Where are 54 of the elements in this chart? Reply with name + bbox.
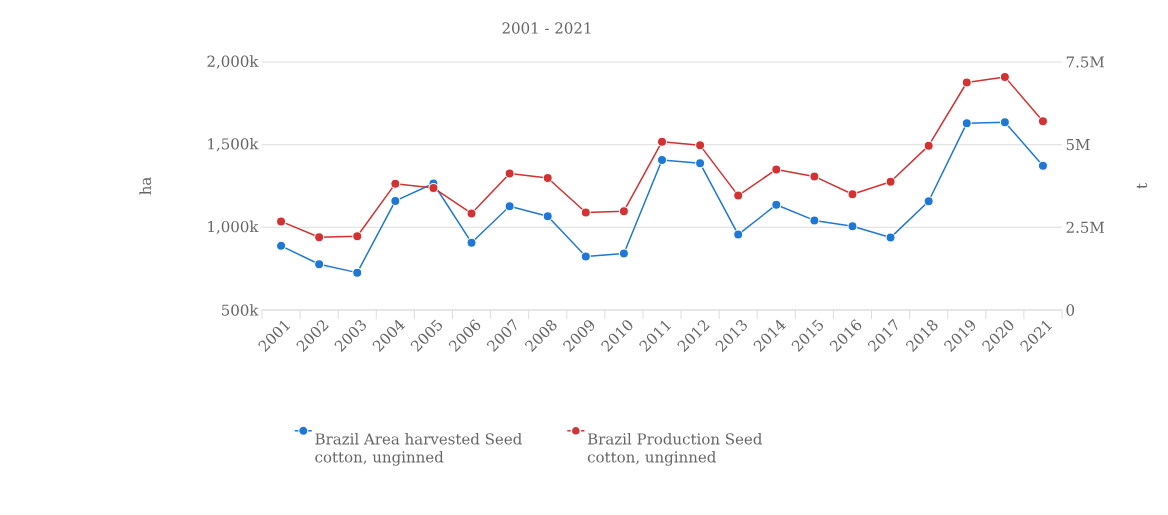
point (847, 221, 858, 232)
point (542, 211, 553, 222)
legend-label: Brazil Area harvested Seed cotton, unginned (315, 432, 522, 466)
point (504, 168, 515, 179)
point (352, 267, 363, 278)
point (466, 237, 477, 248)
point (999, 71, 1010, 82)
point (961, 118, 972, 129)
point (618, 206, 629, 217)
point (352, 231, 363, 242)
point (428, 182, 439, 193)
point (885, 232, 896, 243)
point (276, 240, 287, 251)
point (314, 232, 325, 243)
point (276, 216, 287, 227)
y-tick-label: 2,000k (207, 55, 259, 69)
y-axis-title: ha (139, 177, 152, 195)
chart-subtitle: 2001 - 2021 (502, 22, 591, 34)
point (390, 178, 401, 189)
point (390, 195, 401, 206)
point (999, 117, 1010, 128)
y2-tick-label: 5M (1066, 139, 1090, 151)
point (542, 173, 553, 184)
legend-label: Brazil Production Seed cotton, unginned (587, 432, 762, 466)
y-tick-label: 1,500k (208, 137, 259, 152)
point (809, 215, 820, 226)
y2-tick-label: 7.5M (1066, 56, 1104, 68)
point (923, 196, 934, 207)
point (847, 189, 858, 200)
point (695, 140, 706, 151)
point (618, 248, 629, 259)
point (695, 158, 706, 169)
point (923, 140, 934, 151)
point (771, 164, 782, 175)
point (733, 229, 744, 240)
point (771, 199, 782, 210)
y2-tick-label: 2.5M (1066, 221, 1104, 234)
point (733, 190, 744, 201)
point (885, 176, 896, 187)
point (657, 155, 667, 166)
point (657, 136, 667, 147)
point (1037, 160, 1048, 171)
point (1037, 116, 1048, 127)
point (580, 207, 591, 218)
point (580, 251, 591, 262)
y-tick-label: 1,000k (208, 220, 259, 235)
y2-axis-title: t (1136, 183, 1148, 189)
point (314, 259, 325, 270)
y-tick-label: 500k (222, 304, 259, 316)
point (466, 208, 477, 219)
point (961, 77, 972, 88)
point (504, 201, 515, 212)
y2-tick-label: 0 (1066, 304, 1075, 316)
point (809, 171, 820, 182)
